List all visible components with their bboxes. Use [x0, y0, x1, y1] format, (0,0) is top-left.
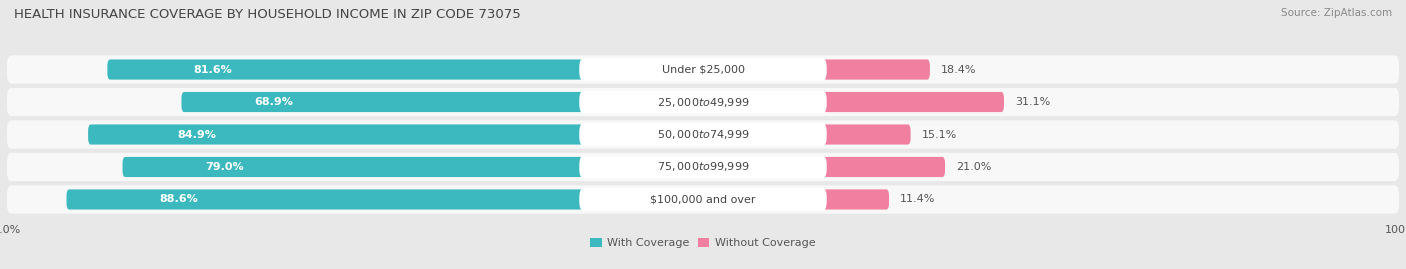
- FancyBboxPatch shape: [823, 189, 889, 210]
- Text: $75,000 to $99,999: $75,000 to $99,999: [657, 161, 749, 174]
- Legend: With Coverage, Without Coverage: With Coverage, Without Coverage: [586, 234, 820, 253]
- FancyBboxPatch shape: [579, 123, 827, 146]
- FancyBboxPatch shape: [7, 185, 1399, 214]
- Text: 68.9%: 68.9%: [254, 97, 292, 107]
- FancyBboxPatch shape: [181, 92, 583, 112]
- Text: $25,000 to $49,999: $25,000 to $49,999: [657, 95, 749, 108]
- Text: Source: ZipAtlas.com: Source: ZipAtlas.com: [1281, 8, 1392, 18]
- Text: $100,000 and over: $100,000 and over: [650, 194, 756, 204]
- Text: $50,000 to $74,999: $50,000 to $74,999: [657, 128, 749, 141]
- Text: 31.1%: 31.1%: [1015, 97, 1050, 107]
- Text: Under $25,000: Under $25,000: [661, 65, 745, 75]
- FancyBboxPatch shape: [579, 58, 827, 81]
- FancyBboxPatch shape: [7, 120, 1399, 149]
- FancyBboxPatch shape: [579, 155, 827, 178]
- Text: 88.6%: 88.6%: [159, 194, 198, 204]
- FancyBboxPatch shape: [823, 92, 1004, 112]
- FancyBboxPatch shape: [66, 189, 583, 210]
- FancyBboxPatch shape: [122, 157, 583, 177]
- Text: 21.0%: 21.0%: [956, 162, 991, 172]
- FancyBboxPatch shape: [107, 59, 583, 80]
- FancyBboxPatch shape: [823, 125, 911, 144]
- FancyBboxPatch shape: [7, 88, 1399, 116]
- Text: 18.4%: 18.4%: [941, 65, 977, 75]
- Text: 81.6%: 81.6%: [193, 65, 232, 75]
- FancyBboxPatch shape: [823, 59, 929, 80]
- Text: 15.1%: 15.1%: [922, 129, 957, 140]
- FancyBboxPatch shape: [7, 153, 1399, 181]
- Text: 11.4%: 11.4%: [900, 194, 935, 204]
- FancyBboxPatch shape: [89, 125, 583, 144]
- FancyBboxPatch shape: [7, 55, 1399, 84]
- FancyBboxPatch shape: [579, 91, 827, 114]
- Text: 84.9%: 84.9%: [177, 129, 217, 140]
- FancyBboxPatch shape: [579, 188, 827, 211]
- Text: 79.0%: 79.0%: [205, 162, 245, 172]
- Text: HEALTH INSURANCE COVERAGE BY HOUSEHOLD INCOME IN ZIP CODE 73075: HEALTH INSURANCE COVERAGE BY HOUSEHOLD I…: [14, 8, 520, 21]
- FancyBboxPatch shape: [823, 157, 945, 177]
